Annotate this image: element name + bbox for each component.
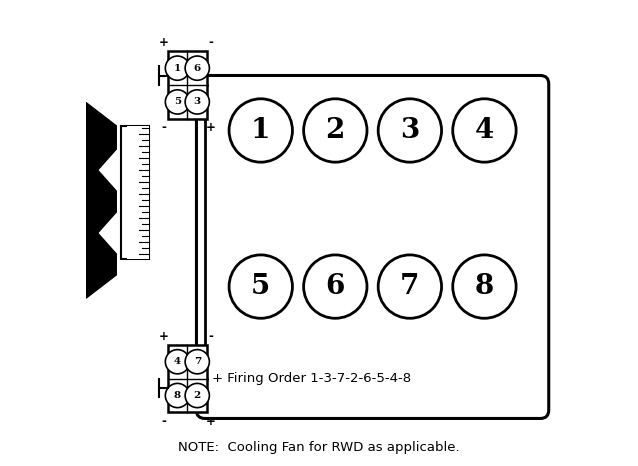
Text: +: + <box>206 121 216 134</box>
Circle shape <box>304 255 367 318</box>
Circle shape <box>165 350 189 374</box>
FancyBboxPatch shape <box>197 75 549 418</box>
Circle shape <box>304 99 367 162</box>
Text: -: - <box>209 36 213 49</box>
Bar <box>121 126 149 259</box>
Bar <box>168 345 207 412</box>
Text: -: - <box>209 329 213 343</box>
Text: +: + <box>206 415 216 428</box>
Text: 6: 6 <box>193 64 201 73</box>
Text: 1: 1 <box>251 117 271 144</box>
Circle shape <box>185 90 209 114</box>
Circle shape <box>378 255 441 318</box>
Bar <box>168 51 207 119</box>
Circle shape <box>165 56 189 80</box>
Circle shape <box>185 350 209 374</box>
Text: 7: 7 <box>400 273 420 300</box>
Text: 8: 8 <box>174 391 181 400</box>
Circle shape <box>229 99 292 162</box>
Circle shape <box>378 99 441 162</box>
Text: +: + <box>159 36 169 49</box>
Text: + Firing Order 1-3-7-2-6-5-4-8: + Firing Order 1-3-7-2-6-5-4-8 <box>212 372 411 385</box>
Text: 8: 8 <box>475 273 494 300</box>
Text: 3: 3 <box>400 117 420 144</box>
Text: -: - <box>161 415 167 428</box>
Circle shape <box>453 255 516 318</box>
Circle shape <box>229 255 292 318</box>
Text: 4: 4 <box>475 117 494 144</box>
Text: 5: 5 <box>251 273 271 300</box>
Circle shape <box>185 384 209 408</box>
Text: -: - <box>161 121 167 134</box>
Text: NOTE:  Cooling Fan for RWD as applicable.: NOTE: Cooling Fan for RWD as applicable. <box>178 441 460 454</box>
Text: +: + <box>159 329 169 343</box>
Text: 1: 1 <box>174 64 181 73</box>
Circle shape <box>165 384 189 408</box>
Polygon shape <box>86 103 116 298</box>
Text: 4: 4 <box>174 357 181 366</box>
Text: 2: 2 <box>193 391 201 400</box>
Text: 3: 3 <box>194 97 201 106</box>
Circle shape <box>453 99 516 162</box>
Text: 6: 6 <box>325 273 345 300</box>
Circle shape <box>185 56 209 80</box>
Text: 2: 2 <box>325 117 345 144</box>
Circle shape <box>165 90 189 114</box>
Text: 5: 5 <box>174 97 181 106</box>
Bar <box>126 126 149 259</box>
Text: 7: 7 <box>193 357 201 366</box>
